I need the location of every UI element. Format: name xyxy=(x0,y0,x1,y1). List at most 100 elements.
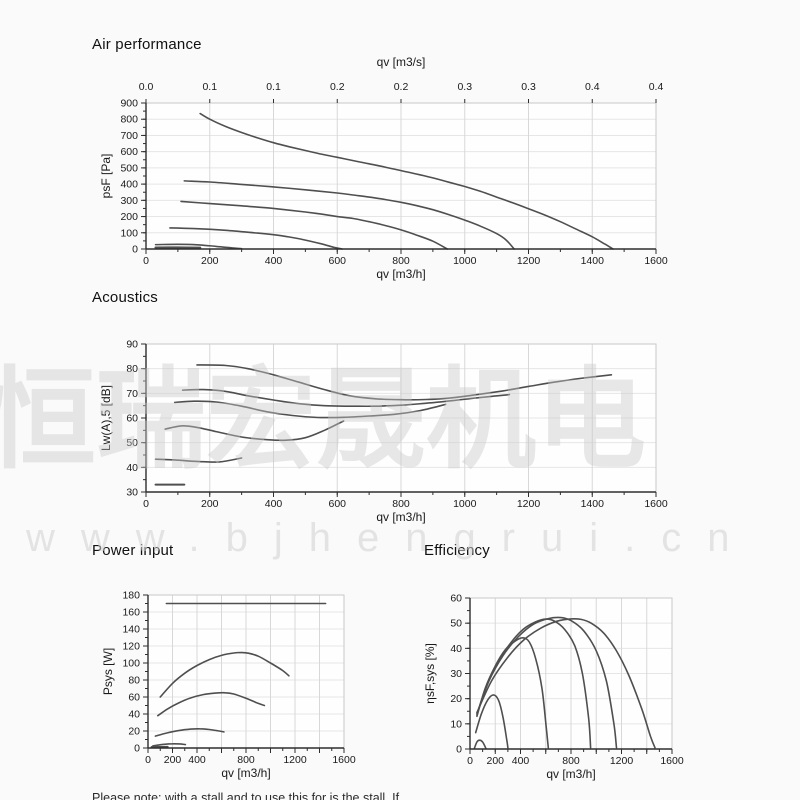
x-tick-label: 400 xyxy=(265,498,283,510)
y-tick-label: 90 xyxy=(126,339,138,351)
efficiency-curve-speed-4 xyxy=(476,616,618,749)
section-title-power-input: Power input xyxy=(92,542,174,559)
air-performance-curve-speed-5 xyxy=(199,112,614,250)
y-tick-label: 60 xyxy=(450,593,462,605)
y-tick-label: 600 xyxy=(120,146,138,158)
power-input-curve-speed-1 xyxy=(152,742,187,747)
x-tick-label: 1200 xyxy=(517,498,541,510)
x-axis-label: qv [m3/h] xyxy=(546,767,595,781)
x-tick-label: 800 xyxy=(562,755,580,767)
air-performance-curve-speed-1 xyxy=(154,243,243,250)
x-tick-label: 200 xyxy=(201,498,219,510)
y-axis-label: Lw(A),5 [dB] xyxy=(99,385,113,451)
top-tick-label: 0.1 xyxy=(266,81,281,93)
power-input-curve-speed-3 xyxy=(157,691,266,717)
x-tick-label: 0 xyxy=(143,255,149,267)
y-tick-label: 80 xyxy=(128,675,140,687)
top-tick-label: 0.2 xyxy=(330,81,345,93)
y-axis-label: psF [Pa] xyxy=(99,154,113,199)
x-axis-label: qv [m3/h] xyxy=(376,267,425,281)
footer-note: Please note: with a stall and to use thi… xyxy=(92,791,400,800)
x-tick-label: 1400 xyxy=(581,498,605,510)
air-performance-chart: 0 200 400 600 800 1000 1200 1400 1600 0 100 200 300 4… xyxy=(99,55,668,281)
y-tick-label: 40 xyxy=(126,462,138,474)
power-input-curve-speed-4 xyxy=(159,651,290,698)
acoustics-curve-speed-4 xyxy=(181,388,511,408)
y-tick-label: 100 xyxy=(120,227,138,239)
x-tick-label: 800 xyxy=(392,498,410,510)
top-tick-label: 0.0 xyxy=(139,81,154,93)
y-tick-label: 0 xyxy=(132,244,138,256)
x-tick-label: 1600 xyxy=(332,754,356,766)
x-tick-label: 1400 xyxy=(581,255,605,267)
y-tick-label: 40 xyxy=(450,643,462,655)
acoustics-curve-speed-1 xyxy=(154,457,243,463)
efficiency-curve-speed-1 xyxy=(474,694,509,749)
x-tick-label: 0 xyxy=(145,754,151,766)
y-tick-label: 40 xyxy=(128,709,140,721)
x-tick-label: 200 xyxy=(201,255,219,267)
y-axis-label: Psys [W] xyxy=(101,648,115,695)
efficiency-curve-speed-5 xyxy=(476,617,656,749)
efficiency-chart: 0 200 400 800 1200 1600 0 10 20 30 40 50 60 qv [m3/h]… xyxy=(423,593,684,782)
y-tick-label: 0 xyxy=(134,743,140,755)
x-tick-label: 1000 xyxy=(453,498,477,510)
x-tick-label: 1000 xyxy=(453,255,477,267)
air-performance-curve-speed-3 xyxy=(180,200,448,250)
x-tick-label: 0 xyxy=(143,498,149,510)
x-tick-label: 800 xyxy=(237,754,255,766)
x-tick-label: 400 xyxy=(512,755,530,767)
air-performance-curve-speed-4 xyxy=(183,180,515,250)
efficiency-curve-speed-1b xyxy=(473,739,487,750)
y-tick-label: 60 xyxy=(126,413,138,425)
section-title-air-performance: Air performance xyxy=(92,36,202,53)
section-title-efficiency: Efficiency xyxy=(424,542,490,559)
y-tick-label: 160 xyxy=(122,607,140,619)
y-tick-label: 200 xyxy=(120,211,138,223)
y-tick-label: 10 xyxy=(450,718,462,730)
power-input-curve-speed-2 xyxy=(154,727,225,737)
top-tick-label: 0.3 xyxy=(521,81,536,93)
y-tick-label: 20 xyxy=(450,693,462,705)
y-tick-label: 140 xyxy=(122,624,140,636)
acoustics-curve-speed-5 xyxy=(196,364,613,401)
x-tick-label: 0 xyxy=(467,755,473,767)
y-tick-label: 100 xyxy=(122,658,140,670)
y-tick-label: 300 xyxy=(120,195,138,207)
x-tick-label: 1200 xyxy=(610,755,634,767)
y-tick-label: 30 xyxy=(126,487,138,499)
y-tick-label: 400 xyxy=(120,179,138,191)
top-tick-label: 0.4 xyxy=(649,81,664,93)
y-tick-label: 50 xyxy=(450,618,462,630)
x-tick-label: 1200 xyxy=(517,255,541,267)
x-tick-label: 1600 xyxy=(644,255,668,267)
top-tick-label: 0.1 xyxy=(202,81,217,93)
y-tick-label: 60 xyxy=(128,692,140,704)
x-tick-label: 1200 xyxy=(283,754,307,766)
air-performance-curve-speed-2 xyxy=(169,227,343,250)
top-tick-label: 0.2 xyxy=(394,81,409,93)
y-tick-label: 900 xyxy=(120,98,138,110)
x-tick-label: 400 xyxy=(265,255,283,267)
acoustics-chart: 0 200 400 600 800 1000 1200 1400 1600 30 40 50 60 70 8… xyxy=(99,339,668,525)
y-tick-label: 180 xyxy=(122,590,140,602)
acoustics-curve-speed-3 xyxy=(173,400,447,419)
y-tick-label: 700 xyxy=(120,130,138,142)
section-title-acoustics: Acoustics xyxy=(92,289,158,306)
y-tick-label: 120 xyxy=(122,641,140,653)
x-tick-label: 200 xyxy=(486,755,504,767)
y-tick-label: 20 xyxy=(128,726,140,738)
y-tick-label: 70 xyxy=(126,388,138,400)
power-input-chart: 0 200 400 800 1200 1600 0 20 40 60 80 100 120 140 160 1… xyxy=(101,590,356,781)
top-axis-label: qv [m3/s] xyxy=(377,55,426,69)
top-tick-label: 0.4 xyxy=(585,81,600,93)
y-tick-label: 50 xyxy=(126,437,138,449)
y-tick-label: 500 xyxy=(120,162,138,174)
y-tick-label: 30 xyxy=(450,668,462,680)
y-tick-label: 0 xyxy=(456,744,462,756)
x-tick-label: 200 xyxy=(164,754,182,766)
x-axis-label: qv [m3/h] xyxy=(376,510,425,524)
x-tick-label: 600 xyxy=(328,255,346,267)
